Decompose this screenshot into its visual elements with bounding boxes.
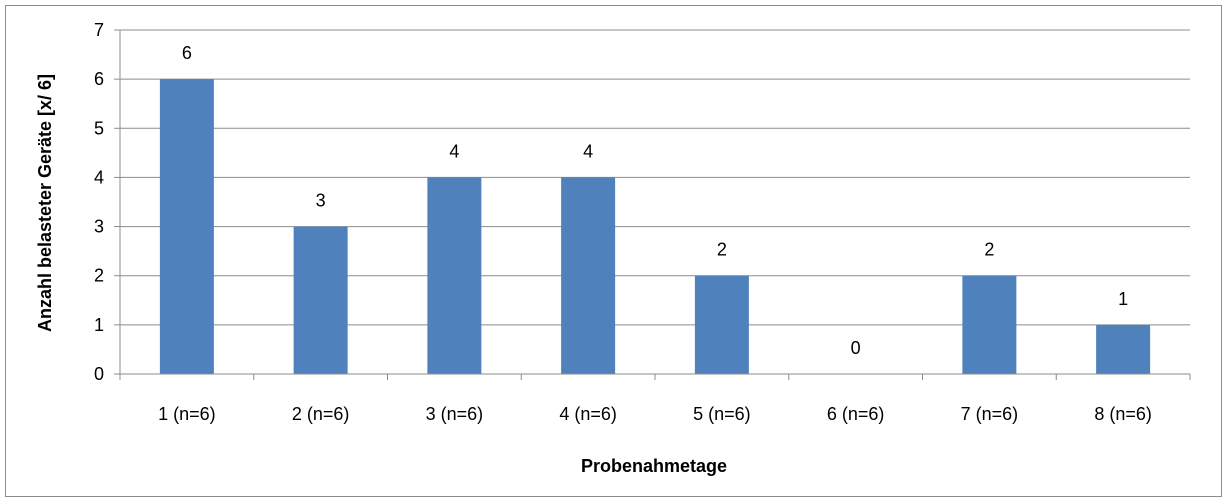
data-label-5: 2 <box>717 240 727 260</box>
y-tick-label-3: 3 <box>94 217 104 237</box>
y-tick-label-6: 6 <box>94 69 104 89</box>
bar-8 <box>1096 324 1151 374</box>
data-label-8: 1 <box>1118 289 1128 309</box>
bar-5 <box>694 275 749 374</box>
x-tick-label-4: 4 (n=6) <box>559 404 617 424</box>
data-label-2: 3 <box>316 191 326 211</box>
x-axis-title: Probenahmetage <box>581 456 727 476</box>
y-tick-label-7: 7 <box>94 20 104 40</box>
bar-layer <box>159 79 1151 375</box>
y-tick-label-1: 1 <box>94 315 104 335</box>
x-tick-label-6: 6 (n=6) <box>827 404 885 424</box>
y-tick-label-2: 2 <box>94 266 104 286</box>
data-label-4: 4 <box>583 141 593 161</box>
data-label-1: 6 <box>182 43 192 63</box>
bar-1 <box>159 79 214 375</box>
bar-4 <box>561 177 616 374</box>
x-tick-label-3: 3 (n=6) <box>426 404 484 424</box>
label-layer: 0 1 2 3 4 5 6 7 1 (n=6) 2 (n=6) 3 (n=6) 4 (n=6) 5 (n… <box>94 20 1152 424</box>
axis-layer <box>114 29 1191 380</box>
x-tick-label-1: 1 (n=6) <box>158 404 216 424</box>
x-tick-label-5: 5 (n=6) <box>693 404 751 424</box>
x-tick-label-8: 8 (n=6) <box>1094 404 1152 424</box>
bar-7 <box>962 275 1017 374</box>
x-tick-label-2: 2 (n=6) <box>292 404 350 424</box>
data-label-7: 2 <box>984 240 994 260</box>
y-tick-label-0: 0 <box>94 364 104 384</box>
y-tick-label-5: 5 <box>94 118 104 138</box>
bar-3 <box>427 177 482 374</box>
y-tick-label-4: 4 <box>94 167 104 187</box>
data-label-3: 4 <box>449 141 459 161</box>
y-axis-title: Anzahl belasteter Geräte [x/ 6] <box>35 74 55 332</box>
bar-2 <box>293 226 348 374</box>
grid-layer <box>120 29 1190 326</box>
data-label-6: 0 <box>851 338 861 358</box>
x-tick-label-7: 7 (n=6) <box>961 404 1019 424</box>
